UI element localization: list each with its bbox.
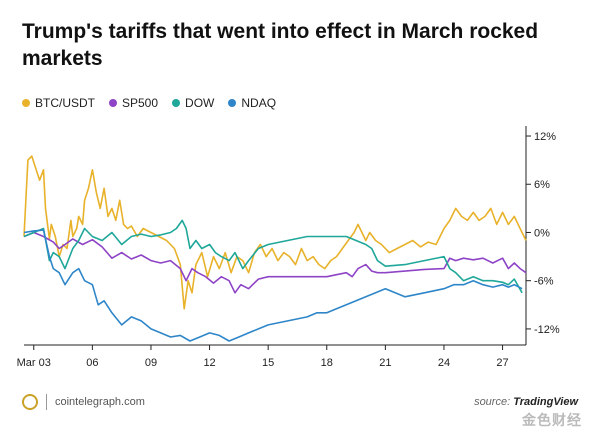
x-tick-label: 15 (262, 357, 274, 369)
y-tick-label: -6% (534, 276, 554, 288)
series-line-ndaq (23, 229, 523, 342)
x-tick-label: 09 (145, 357, 157, 369)
y-tick-label: -12% (534, 324, 560, 336)
x-tick-label: Mar 03 (17, 357, 51, 369)
x-tick-label: 18 (321, 357, 333, 369)
series-line-dow (23, 219, 523, 294)
legend-label-ndaq: NDAQ (241, 96, 277, 110)
footer-divider (46, 394, 47, 410)
chart-legend: BTC/USDT SP500 DOW NDAQ (22, 96, 276, 110)
legend-label-btc: BTC/USDT (35, 96, 95, 110)
x-tick-label: 12 (203, 357, 215, 369)
chart-source: source: TradingView (474, 396, 578, 408)
legend-item-dow: DOW (172, 96, 214, 110)
legend-swatch-btc (22, 99, 30, 107)
x-tick-label: 06 (86, 357, 98, 369)
publisher-footer: cointelegraph.com (22, 394, 145, 410)
legend-swatch-sp500 (109, 99, 117, 107)
y-tick-label: 12% (534, 131, 556, 143)
y-tick-label: 0% (534, 227, 550, 239)
watermark: 金色财经 (522, 412, 582, 428)
source-name: TradingView (513, 396, 578, 408)
site-name: cointelegraph.com (55, 396, 145, 408)
legend-swatch-ndaq (228, 99, 237, 107)
source-prefix: source: (474, 396, 511, 408)
legend-label-dow: DOW (185, 96, 215, 110)
legend-item-ndaq: NDAQ (228, 96, 276, 110)
legend-swatch-dow (172, 99, 181, 107)
legend-item-btc: BTC/USDT (22, 96, 95, 110)
legend-label-sp500: SP500 (122, 96, 159, 110)
x-tick-label: 21 (379, 357, 391, 369)
series-line-sp500 (23, 231, 527, 294)
y-tick-label: 6% (534, 179, 550, 191)
x-tick-label: 27 (496, 357, 508, 369)
legend-item-sp500: SP500 (109, 96, 158, 110)
x-tick-label: 24 (438, 357, 450, 369)
chart-title: Trump's tariffs that went into effect in… (22, 20, 539, 70)
cointelegraph-logo-icon (22, 394, 38, 410)
